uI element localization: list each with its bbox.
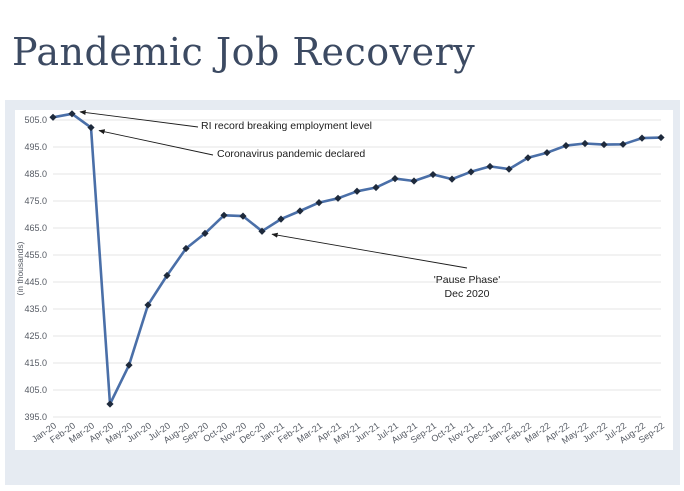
data-point [68,110,76,118]
data-point [410,177,418,185]
y-tick-label: 455.0 [24,250,47,260]
annotation-label: 'Pause Phase' [434,274,500,286]
y-tick-label: 495.0 [24,142,47,152]
y-tick-label: 445.0 [24,277,47,287]
data-point [562,142,570,150]
line-chart: 395.0 405.0 415.0 425.0 435.0 445.0 455.0 465.0… [15,110,673,450]
annotation-arrow [98,129,214,156]
data-point [600,140,608,149]
plot-background [15,110,673,450]
y-tick-label: 405.0 [24,385,47,395]
data-point [543,149,551,157]
data-point [239,212,247,220]
data-point [448,175,456,183]
y-tick-label: 475.0 [24,196,47,206]
data-point [429,170,437,179]
data-point [144,301,152,309]
y-tick-label: 435.0 [24,304,47,314]
data-point [87,123,95,132]
y-tick-label: 425.0 [24,331,47,341]
data-point [467,168,475,176]
data-point [372,183,380,192]
data-point [125,361,133,369]
data-point [201,229,209,237]
data-point [182,244,190,253]
data-point [638,134,646,142]
data-point [220,211,228,219]
data-point [315,199,323,207]
chart-panel: 395.0 405.0 415.0 425.0 435.0 445.0 455.0 465.0… [5,100,680,485]
data-point [106,400,114,408]
annotation-arrow [271,232,468,269]
data-point [334,194,342,202]
data-point [524,154,532,162]
data-point [581,139,589,148]
y-tick-label: 465.0 [24,223,47,233]
data-point [49,113,57,121]
data-point [258,227,266,235]
y-axis-label: (in thousands) [15,241,25,295]
data-point [353,187,361,195]
y-tick-label: 415.0 [24,358,47,368]
y-tick-label: 485.0 [24,169,47,179]
data-point [619,140,627,148]
data-point [657,133,665,142]
data-point [486,162,494,171]
annotation-label: Coronavirus pandemic declared [217,148,365,160]
data-point [505,165,513,173]
annotation-label: Dec 2020 [445,288,490,300]
annotation-arrow [79,110,199,128]
data-point [391,174,399,183]
data-point [277,215,285,223]
annotation-label: RI record breaking employment level [201,120,372,132]
data-point [296,207,304,215]
y-tick-label: 395.0 [24,412,47,422]
y-tick-label: 505.0 [24,115,47,125]
slide-title: Pandemic Job Recovery [12,30,476,74]
